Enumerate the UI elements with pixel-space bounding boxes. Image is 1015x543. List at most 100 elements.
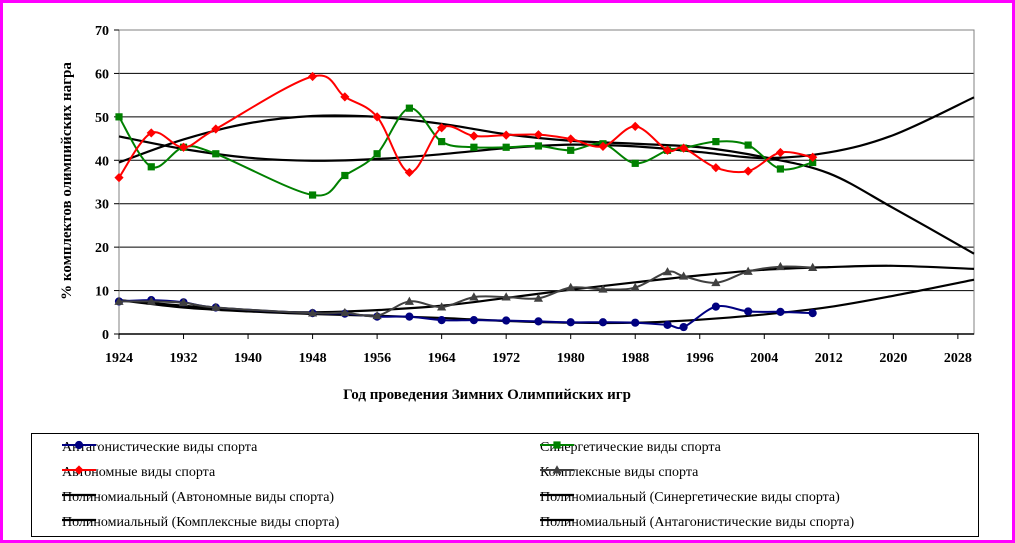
data-point <box>373 150 381 158</box>
data-point <box>533 130 544 140</box>
y-tick-label: 70 <box>95 24 109 39</box>
data-point <box>566 318 575 327</box>
data-point <box>308 191 317 199</box>
legend-symbol <box>62 440 96 450</box>
legend: Антагонистические виды спорта Синергетиче… <box>31 433 979 537</box>
series-2 <box>114 71 818 183</box>
data-point <box>775 147 786 158</box>
data-point <box>211 124 221 134</box>
data-point <box>501 130 511 140</box>
x-tick-label: 1948 <box>299 351 327 366</box>
x-tick-label: 1924 <box>105 351 133 366</box>
data-point <box>809 158 817 167</box>
x-tick-label: 2012 <box>815 351 843 366</box>
legend-label: Полиномиальный (Антагонистические виды с… <box>540 515 855 530</box>
data-point <box>598 141 608 151</box>
legend-symbol <box>540 518 574 522</box>
data-point <box>679 143 689 153</box>
x-tick-label: 2020 <box>879 351 907 366</box>
data-point <box>567 146 575 154</box>
legend-item: Автономные виды спорта <box>62 463 215 483</box>
data-point <box>307 308 318 317</box>
data-point <box>743 166 753 176</box>
data-point <box>711 277 721 287</box>
legend-item: Полиномиальный (Автономные виды спорта) <box>62 488 334 508</box>
data-point <box>630 121 640 132</box>
data-point <box>662 267 673 276</box>
series-0 <box>114 296 817 332</box>
data-point <box>115 113 123 121</box>
legend-label: Полиномиальный (Автономные виды спорта) <box>62 490 335 505</box>
trendline <box>118 96 975 162</box>
x-tick-label: 1996 <box>686 351 714 366</box>
legend-marker <box>552 465 562 474</box>
y-tick-label: 10 <box>95 285 109 300</box>
data-point <box>340 92 350 102</box>
data-point <box>679 271 689 280</box>
data-point <box>631 159 639 167</box>
data-point <box>404 296 414 305</box>
trendline <box>118 278 975 325</box>
legend-label: Полиномиальный (Синергетические виды спо… <box>540 490 840 505</box>
data-point <box>438 138 446 146</box>
data-point <box>372 310 382 320</box>
legend-marker <box>553 441 561 449</box>
data-point <box>598 284 608 293</box>
data-point <box>662 145 673 155</box>
x-tick-label: 1980 <box>557 351 585 366</box>
data-point <box>533 293 544 302</box>
legend-label: Комплексные виды спорта <box>540 465 699 480</box>
line-chart: 0 10 20 30 40 50 60 70 1924 1932 1940 1948 1956 1964… <box>59 24 975 403</box>
x-tick-labels: 1924 1932 1940 1948 1956 1964 1972 1980 1988 1996… <box>105 351 972 366</box>
data-point <box>437 316 446 325</box>
legend-symbol <box>540 441 574 449</box>
legend-item: Комплексные виды спорта <box>540 463 698 483</box>
legend-symbol <box>540 465 574 474</box>
legend-label: Синергетические виды спорта <box>540 440 721 455</box>
data-point <box>808 309 817 318</box>
data-point <box>744 141 752 149</box>
legend-item: Полиномиальный (Антагонистические виды с… <box>540 513 854 533</box>
data-point <box>566 282 576 291</box>
legend-label: Автономные виды спорта <box>62 465 216 480</box>
data-point <box>147 163 155 171</box>
y-tick-label: 0 <box>102 328 109 343</box>
series-line <box>118 299 813 330</box>
data-point <box>566 134 576 144</box>
legend-marker <box>74 465 84 475</box>
legend-item: Полиномиальный (Синергетические виды спо… <box>540 488 840 508</box>
data-point <box>470 143 478 151</box>
x-tick-label: 2028 <box>944 351 972 366</box>
data-point <box>469 316 479 325</box>
trendline <box>118 114 975 255</box>
data-point <box>501 292 511 301</box>
x-tick-label: 1956 <box>363 351 391 366</box>
series-group <box>114 71 975 332</box>
data-point <box>307 71 318 82</box>
data-point <box>775 261 786 271</box>
data-point <box>776 307 785 316</box>
data-point <box>776 165 785 173</box>
data-point <box>744 307 753 316</box>
x-tick-label: 1964 <box>428 351 456 366</box>
data-point <box>469 131 479 141</box>
legend-symbol <box>540 493 574 497</box>
legend-symbol <box>62 518 96 522</box>
legend-marker <box>74 440 84 450</box>
legend-symbol <box>62 465 96 475</box>
data-point <box>404 167 414 178</box>
data-point <box>114 296 124 305</box>
data-point <box>598 318 608 327</box>
data-point <box>114 173 124 183</box>
data-point <box>405 312 414 321</box>
x-tick-label: 1988 <box>621 351 649 366</box>
data-point <box>712 138 720 146</box>
data-point <box>711 302 720 311</box>
data-point <box>630 282 640 291</box>
data-point <box>437 302 447 311</box>
data-point <box>502 316 511 325</box>
x-tick-label: 1972 <box>492 351 520 366</box>
data-point <box>146 128 156 138</box>
legend-item: Полиномиальный (Комплексные виды спорта) <box>62 513 339 533</box>
